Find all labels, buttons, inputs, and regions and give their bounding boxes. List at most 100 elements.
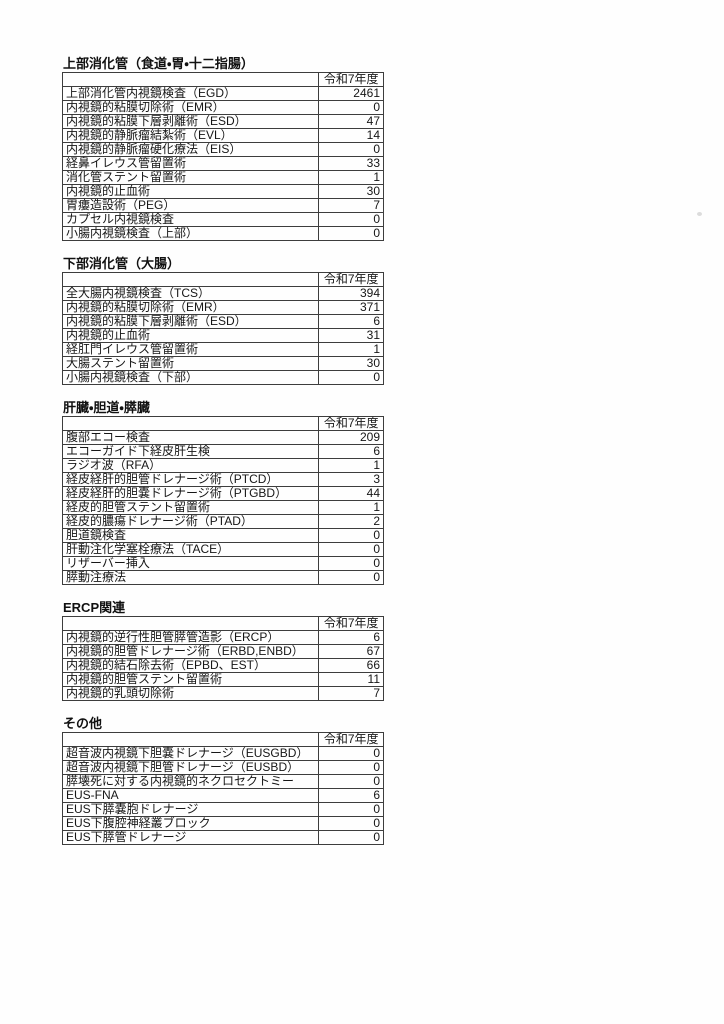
statistics-table: 令和7年度 全大腸内視鏡検査（TCS） 394 内視鏡的粘膜切除術（EMR） 3… — [61, 272, 384, 385]
procedure-name: カプセル内視鏡検査 — [61, 212, 320, 227]
blank-header-cell — [61, 72, 320, 87]
procedure-count: 44 — [318, 486, 384, 501]
table-row: 内視鏡的結石除去術（EPBD、EST） 66 — [61, 658, 384, 673]
table-row: 膵壊死に対する内視鏡的ネクロセクトミー 0 — [61, 774, 384, 789]
procedure-count: 0 — [318, 830, 384, 845]
procedure-count: 47 — [318, 114, 384, 129]
procedure-name: 内視鏡的粘膜切除術（EMR） — [61, 300, 320, 315]
procedure-count: 209 — [318, 430, 384, 445]
procedure-name: 小腸内視鏡検査（上部） — [61, 226, 320, 241]
procedure-name: 全大腸内視鏡検査（TCS） — [61, 286, 320, 301]
procedure-count: 0 — [318, 142, 384, 157]
table-row: 内視鏡的止血術 31 — [61, 328, 384, 343]
procedure-count: 0 — [318, 212, 384, 227]
section-title: その他 — [63, 716, 103, 731]
table-row: 小腸内視鏡検査（下部） 0 — [61, 370, 384, 385]
table-row: エコーガイド下経皮肝生検 6 — [61, 444, 384, 459]
procedure-count: 0 — [318, 542, 384, 557]
statistics-table: 令和7年度 超音波内視鏡下胆嚢ドレナージ（EUSGBD） 0 超音波内視鏡下胆管… — [61, 732, 384, 845]
table-row: 上部消化管内視鏡検査（EGD） 2461 — [61, 86, 384, 101]
procedure-count: 0 — [318, 774, 384, 789]
procedure-section: その他 令和7年度 超音波内視鏡下胆嚢ドレナージ（EUSGBD） 0 超音波内視… — [61, 716, 386, 845]
procedure-count: 30 — [318, 184, 384, 199]
table-row: 経肛門イレウス管留置術 1 — [61, 342, 384, 357]
table-row: EUS下膵管ドレナージ 0 — [61, 830, 384, 845]
procedure-name: 膵動注療法 — [61, 570, 320, 585]
scan-artifact-speck — [697, 212, 702, 216]
table-row: 内視鏡的粘膜下層剥離術（ESD） 47 — [61, 114, 384, 129]
table-row: 内視鏡的粘膜切除術（EMR） 371 — [61, 300, 384, 315]
procedure-count: 6 — [318, 314, 384, 329]
table-row: 肝動注化学塞栓療法（TACE） 0 — [61, 542, 384, 557]
procedure-name: 内視鏡的粘膜切除術（EMR） — [61, 100, 320, 115]
table-row: 内視鏡的逆行性胆管膵管造影（ERCP） 6 — [61, 630, 384, 645]
procedure-name: EUS下膵嚢胞ドレナージ — [61, 802, 320, 817]
table-row: 内視鏡的胆管ステント留置術 11 — [61, 672, 384, 687]
blank-header-cell — [61, 416, 320, 431]
procedure-count: 394 — [318, 286, 384, 301]
procedure-name: 内視鏡的止血術 — [61, 184, 320, 199]
fiscal-year-header: 令和7年度 — [318, 416, 384, 431]
table-header-row: 令和7年度 — [61, 272, 384, 287]
table-header-row: 令和7年度 — [61, 616, 384, 631]
procedure-count: 0 — [318, 570, 384, 585]
procedure-name: 胆道鏡検査 — [61, 528, 320, 543]
procedure-name: 経皮的膿瘍ドレナージ術（PTAD） — [61, 514, 320, 529]
table-row: 小腸内視鏡検査（上部） 0 — [61, 226, 384, 241]
fiscal-year-header: 令和7年度 — [318, 616, 384, 631]
procedure-count: 0 — [318, 760, 384, 775]
procedure-name: 胃瘻造設術（PEG） — [61, 198, 320, 213]
procedure-name: 消化管ステント留置術 — [61, 170, 320, 185]
table-row: 内視鏡的胆管ドレナージ術（ERBD,ENBD） 67 — [61, 644, 384, 659]
table-row: 内視鏡的静脈瘤硬化療法（EIS） 0 — [61, 142, 384, 157]
procedure-name: 内視鏡的逆行性胆管膵管造影（ERCP） — [61, 630, 320, 645]
procedure-name: EUS下腹腔神経叢ブロック — [61, 816, 320, 831]
table-row: 内視鏡的静脈瘤結紮術（EVL） 14 — [61, 128, 384, 143]
procedure-name: 内視鏡的粘膜下層剥離術（ESD） — [61, 314, 320, 329]
table-row: 経皮経肝的胆管ドレナージ術（PTCD） 3 — [61, 472, 384, 487]
procedure-count: 6 — [318, 444, 384, 459]
procedure-count: 30 — [318, 356, 384, 371]
table-row: EUS-FNA 6 — [61, 788, 384, 803]
procedure-count: 11 — [318, 672, 384, 687]
procedure-name: リザーバー挿入 — [61, 556, 320, 571]
procedure-name: 経皮経肝的胆管ドレナージ術（PTCD） — [61, 472, 320, 487]
table-row: 消化管ステント留置術 1 — [61, 170, 384, 185]
procedure-count: 0 — [318, 370, 384, 385]
table-row: ラジオ波（RFA） 1 — [61, 458, 384, 473]
procedure-count: 2461 — [318, 86, 384, 101]
procedure-count: 0 — [318, 802, 384, 817]
table-row: 内視鏡的乳頭切除術 7 — [61, 686, 384, 701]
table-header-row: 令和7年度 — [61, 416, 384, 431]
procedure-name: 肝動注化学塞栓療法（TACE） — [61, 542, 320, 557]
procedure-count: 0 — [318, 746, 384, 761]
procedure-count: 0 — [318, 100, 384, 115]
procedure-section: ERCP関連 令和7年度 内視鏡的逆行性胆管膵管造影（ERCP） 6 内視鏡的胆… — [61, 601, 386, 701]
blank-header-cell — [61, 272, 320, 287]
table-row: 超音波内視鏡下胆管ドレナージ（EUSBD） 0 — [61, 760, 384, 775]
table-row: 全大腸内視鏡検査（TCS） 394 — [61, 286, 384, 301]
statistics-table: 令和7年度 内視鏡的逆行性胆管膵管造影（ERCP） 6 内視鏡的胆管ドレナージ術… — [61, 616, 384, 701]
procedure-name: 内視鏡的胆管ステント留置術 — [61, 672, 320, 687]
table-row: 内視鏡的粘膜下層剥離術（ESD） 6 — [61, 314, 384, 329]
document-content: 上部消化管（食道・胃・十二指腸） 令和7年度 上部消化管内視鏡検査（EGD） 2… — [61, 57, 386, 845]
table-row: リザーバー挿入 0 — [61, 556, 384, 571]
procedure-count: 0 — [318, 528, 384, 543]
table-row: 胆道鏡検査 0 — [61, 528, 384, 543]
fiscal-year-header: 令和7年度 — [318, 72, 384, 87]
procedure-count: 1 — [318, 342, 384, 357]
procedure-name: 膵壊死に対する内視鏡的ネクロセクトミー — [61, 774, 320, 789]
procedure-count: 3 — [318, 472, 384, 487]
table-row: 経皮的膿瘍ドレナージ術（PTAD） 2 — [61, 514, 384, 529]
table-row: 経皮的胆管ステント留置術 1 — [61, 500, 384, 515]
table-row: 膵動注療法 0 — [61, 570, 384, 585]
procedure-name: エコーガイド下経皮肝生検 — [61, 444, 320, 459]
procedure-name: 内視鏡的乳頭切除術 — [61, 686, 320, 701]
table-row: 胃瘻造設術（PEG） 7 — [61, 198, 384, 213]
procedure-section: 肝臓・胆道・膵臓 令和7年度 腹部エコー検査 209 エコーガイド下経皮肝生検 … — [61, 401, 386, 585]
procedure-count: 0 — [318, 816, 384, 831]
procedure-name: 内視鏡的粘膜下層剥離術（ESD） — [61, 114, 320, 129]
table-row: 経皮経肝的胆嚢ドレナージ術（PTGBD） 44 — [61, 486, 384, 501]
procedure-count: 371 — [318, 300, 384, 315]
